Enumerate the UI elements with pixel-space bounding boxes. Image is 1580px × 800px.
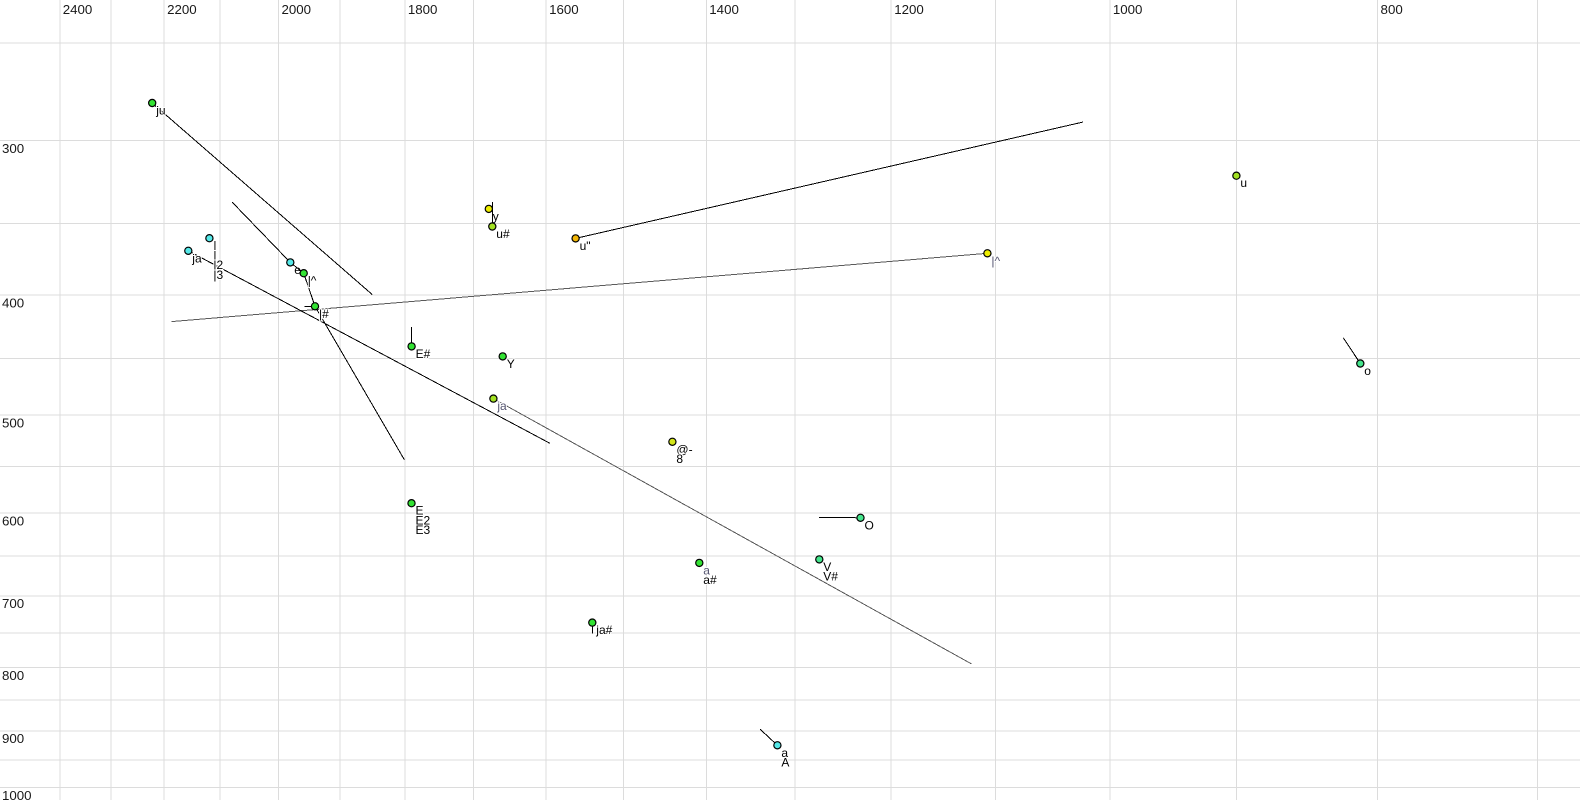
svg-text:1600: 1600 <box>549 2 579 17</box>
svg-text:1000: 1000 <box>2 788 32 800</box>
svg-text:o: o <box>1364 364 1371 378</box>
svg-text:800: 800 <box>1381 2 1403 17</box>
svg-text:|2: |2 <box>213 258 223 272</box>
svg-text:ja#: ja# <box>595 623 612 637</box>
svg-text:8: 8 <box>676 452 683 466</box>
svg-text:u": u" <box>580 239 591 253</box>
svg-text:y: y <box>493 209 499 223</box>
svg-text:ja: ja <box>496 399 507 413</box>
svg-text:A: A <box>781 756 789 770</box>
svg-text:2000: 2000 <box>281 2 311 17</box>
svg-text:1800: 1800 <box>408 2 438 17</box>
svg-text:|#: |# <box>319 307 329 321</box>
svg-text:e: e <box>294 263 301 277</box>
svg-text:|^: |^ <box>308 274 317 288</box>
svg-text:ja: ja <box>191 251 202 265</box>
svg-text:|^: |^ <box>991 254 1000 268</box>
svg-text:E3: E3 <box>416 523 431 537</box>
svg-text:500: 500 <box>2 415 24 430</box>
svg-text:Y: Y <box>507 357 515 371</box>
svg-text:E2: E2 <box>416 513 431 527</box>
svg-text:O: O <box>865 518 874 532</box>
svg-text:a: a <box>781 746 788 760</box>
svg-text:1000: 1000 <box>1113 2 1143 17</box>
svg-text:1400: 1400 <box>709 2 739 17</box>
svg-text:ju: ju <box>155 104 165 118</box>
svg-text:a: a <box>703 563 710 577</box>
svg-text:|3: |3 <box>213 268 223 282</box>
svg-text:|: | <box>213 239 216 253</box>
svg-text:600: 600 <box>2 513 24 528</box>
svg-text:1200: 1200 <box>894 2 924 17</box>
svg-text:300: 300 <box>2 141 24 156</box>
svg-text:400: 400 <box>2 296 24 311</box>
svg-text:2400: 2400 <box>63 2 93 17</box>
svg-text:a#: a# <box>703 573 717 587</box>
svg-text:2200: 2200 <box>167 2 197 17</box>
svg-text:|: | <box>213 248 216 262</box>
svg-text:E: E <box>416 504 424 518</box>
svg-text:E#: E# <box>416 347 431 361</box>
svg-text:V#: V# <box>823 570 838 584</box>
svg-text:@-: @- <box>676 442 692 456</box>
svg-text:800: 800 <box>2 668 24 683</box>
svg-text:u: u <box>1240 176 1247 190</box>
svg-text:700: 700 <box>2 596 24 611</box>
svg-text:u#: u# <box>496 227 510 241</box>
svg-text:V: V <box>823 560 831 574</box>
svg-text:900: 900 <box>2 731 24 746</box>
